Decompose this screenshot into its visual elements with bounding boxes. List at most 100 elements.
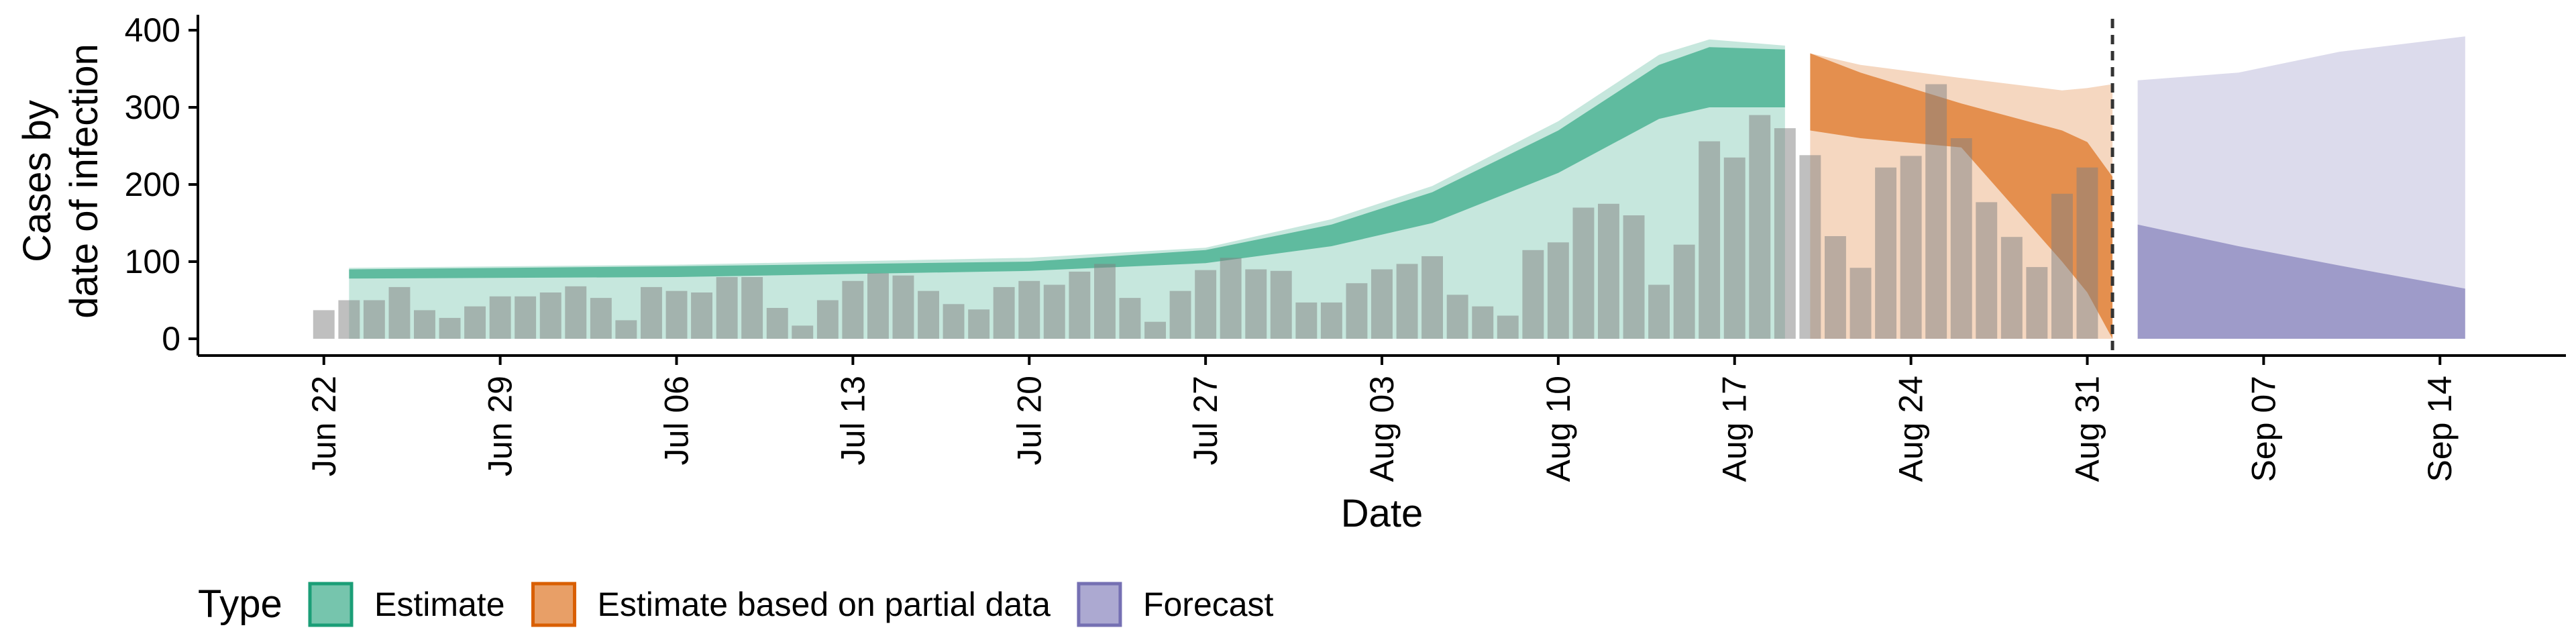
bar [1497, 315, 1519, 339]
bar [1673, 244, 1695, 339]
bar [590, 298, 612, 339]
bar [1220, 258, 1242, 339]
x-tick-label: Jul 20 [1010, 376, 1048, 465]
x-tick-label: Sep 07 [2245, 376, 2282, 482]
bar [615, 320, 637, 339]
legend: Type Estimate Estimate based on partial da… [198, 582, 1274, 627]
x-tick-label: Jul 13 [834, 376, 871, 465]
bar [1043, 284, 1065, 339]
y-tick-label: 200 [125, 166, 180, 203]
y-tick-label: 0 [162, 320, 180, 358]
bar [792, 325, 814, 339]
bar [1825, 236, 1846, 339]
bar [993, 286, 1015, 339]
bar [1648, 284, 1670, 339]
bar [2076, 167, 2098, 339]
bar [1119, 298, 1141, 339]
bar [665, 290, 688, 339]
bar [641, 286, 662, 339]
x-tick-label: Aug 10 [1540, 376, 1577, 482]
bar [1295, 302, 1318, 339]
bar [867, 273, 889, 339]
bar [1018, 280, 1040, 339]
bar [1346, 283, 1368, 339]
bar [1598, 203, 1619, 339]
y-axis-title-line: date of infection [62, 44, 106, 319]
case-bars [313, 84, 2098, 339]
x-axis-title: Date [1341, 492, 1424, 535]
bar [363, 300, 385, 339]
bar [741, 277, 763, 339]
bar [2051, 193, 2073, 339]
band-outer-0 [349, 39, 1785, 339]
legend-swatch [1077, 582, 1122, 627]
bar [313, 310, 335, 339]
x-tick-label: Jul 06 [658, 376, 696, 465]
bar [1245, 269, 1267, 339]
bar [1623, 215, 1645, 339]
legend-swatch [531, 582, 577, 627]
y-tick-label: 300 [125, 89, 180, 126]
y-tick-label: 400 [125, 11, 180, 49]
bar [892, 275, 914, 339]
axes: 0 100 200 300 400 Jun 22 Jun 29 Jul 06 Jul 13 Jul… [125, 11, 2566, 482]
bar [565, 286, 587, 339]
band-inner-2 [2137, 224, 2465, 339]
bar [1320, 302, 1342, 339]
bar [439, 317, 461, 339]
legend-item-label: Estimate [374, 586, 505, 623]
bar [1723, 157, 1746, 339]
bar [1900, 156, 1922, 339]
legend-title: Type [198, 582, 282, 626]
bar [414, 310, 435, 339]
bar [1976, 202, 1998, 339]
bar [816, 300, 839, 339]
y-axis-title: Cases by date of infection [15, 44, 106, 319]
bar [1849, 268, 1872, 339]
bar [1069, 271, 1091, 339]
bar [1799, 155, 1821, 339]
bar [842, 280, 864, 339]
x-tick-label: Aug 03 [1363, 376, 1401, 482]
bar [1371, 269, 1393, 339]
y-tick-label: 100 [125, 243, 180, 280]
bar [1270, 270, 1292, 339]
bar [1094, 264, 1116, 339]
bar [515, 296, 537, 339]
bar [539, 292, 561, 339]
bar [1446, 294, 1468, 339]
x-tick-label: Aug 17 [1716, 376, 1754, 482]
bar [1396, 264, 1418, 339]
bar [1421, 256, 1443, 339]
bar [1169, 290, 1191, 339]
bar [1472, 306, 1494, 339]
bar [1875, 167, 1896, 339]
bar [1925, 84, 1947, 339]
bar [2026, 267, 2048, 339]
legend-swatch [308, 582, 354, 627]
bar [1572, 207, 1595, 339]
bar [1699, 141, 1721, 339]
bar [1950, 138, 1972, 339]
bar [1144, 321, 1166, 339]
bar [716, 277, 738, 339]
bar [1774, 128, 1796, 339]
x-tick-label: Jul 27 [1187, 376, 1224, 465]
bar [464, 306, 486, 339]
bar [1547, 242, 1569, 339]
x-tick-label: Aug 31 [2068, 376, 2106, 482]
bar [1749, 115, 1771, 339]
bar [918, 290, 939, 339]
x-tick-label: Jun 29 [482, 376, 519, 476]
bar [968, 309, 990, 339]
band-inner-0 [349, 47, 1785, 279]
bar [1522, 250, 1544, 339]
bar [489, 296, 511, 339]
bar [388, 286, 411, 339]
bar [338, 300, 360, 339]
y-axis-title-line: Cases by [15, 100, 59, 262]
bar [691, 292, 712, 339]
bar [766, 308, 788, 339]
legend-item-label: Estimate based on partial data [598, 586, 1051, 623]
